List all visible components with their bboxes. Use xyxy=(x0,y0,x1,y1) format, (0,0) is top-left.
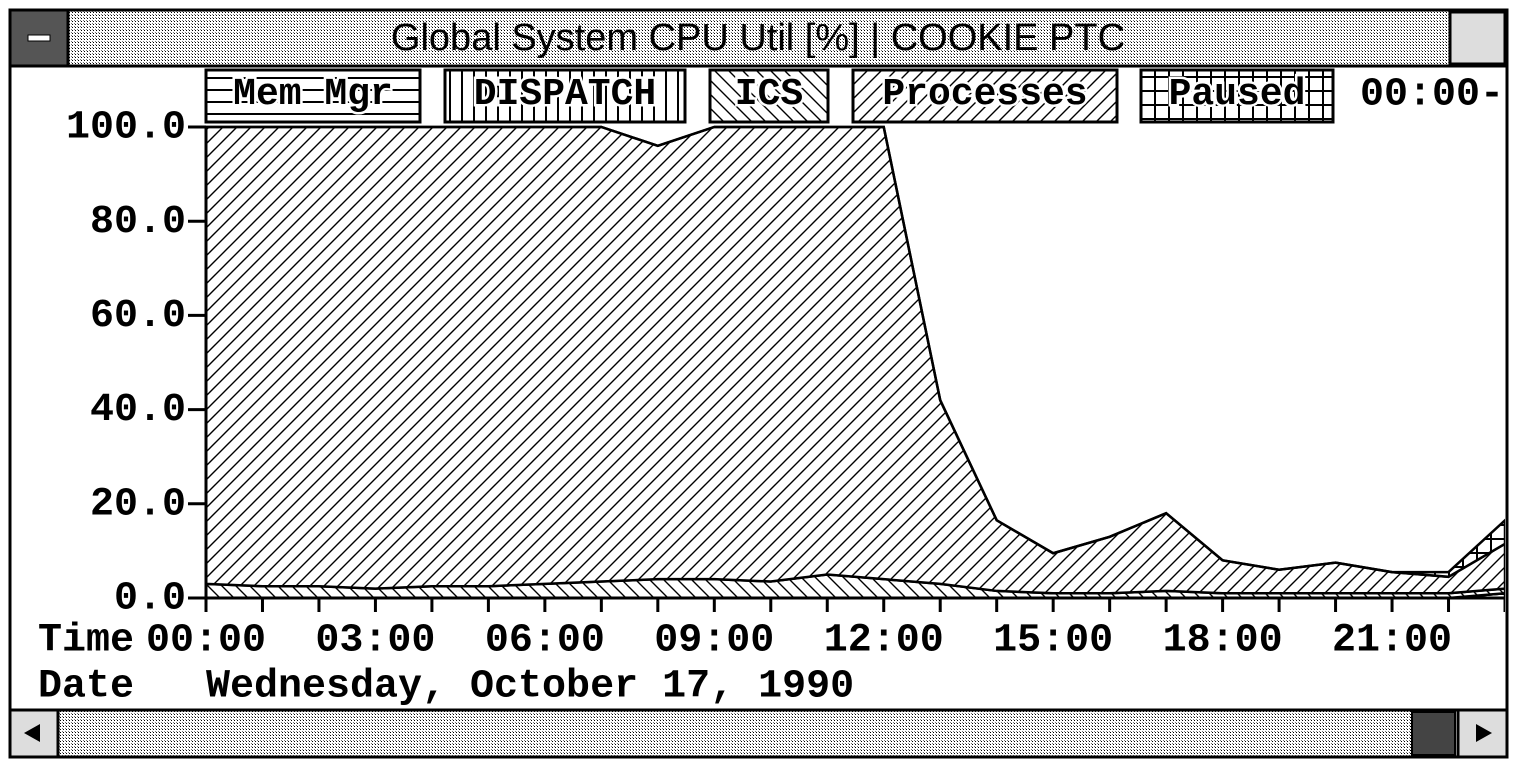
y-tick-label: 60.0 xyxy=(90,294,186,339)
legend-label: Processes xyxy=(882,73,1087,116)
system-menu-icon xyxy=(27,34,51,42)
time-range: 00:00-2 xyxy=(1360,73,1518,118)
scroll-thumb[interactable] xyxy=(1411,711,1456,756)
x-tick-label: 18:00 xyxy=(1163,619,1283,664)
legend-swatch xyxy=(708,68,830,124)
legend-label: Paused xyxy=(1169,73,1306,116)
y-tick-label: 40.0 xyxy=(90,388,186,433)
y-tick-label: 80.0 xyxy=(90,200,186,245)
title-bar xyxy=(8,8,1509,68)
date-value: Wednesday, October 17, 1990 xyxy=(206,665,854,710)
legend-swatch xyxy=(204,68,422,124)
x-tick-label: 09:00 xyxy=(654,619,774,664)
x-tick-label: 06:00 xyxy=(485,619,605,664)
x-tick-label: 12:00 xyxy=(824,619,944,664)
y-tick-label: 0.0 xyxy=(114,577,186,622)
area-grid xyxy=(206,125,1505,579)
scroll-right-arrow xyxy=(1476,724,1492,742)
x-tick-label: 00:00 xyxy=(146,619,266,664)
date-label: Date xyxy=(38,665,134,710)
legend-swatch xyxy=(851,68,1119,124)
legend-label: Mem Mgr xyxy=(233,73,393,116)
legend-label: ICS xyxy=(735,73,803,116)
scrollbar[interactable] xyxy=(8,708,1509,759)
window-title: Global System CPU Util [%] | COOKIE PTC xyxy=(391,17,1125,59)
chart: 0.0 20.0 40.0 60.0 80.0 100.0 00:00 03:00 06:00 0… xyxy=(38,68,1518,710)
x-axis-label: Time xyxy=(38,619,134,664)
x-tick-label: 15:00 xyxy=(993,619,1113,664)
legend-label: DISPATCH xyxy=(474,73,656,116)
y-tick-label: 100.0 xyxy=(66,106,186,151)
legend-swatch xyxy=(1139,68,1335,124)
legend-swatch xyxy=(443,68,687,124)
y-tick-label: 20.0 xyxy=(90,482,186,527)
x-tick-label: 21:00 xyxy=(1332,619,1452,664)
maximize-button[interactable] xyxy=(1448,10,1507,66)
x-tick-label: 03:00 xyxy=(315,619,435,664)
scroll-left-arrow xyxy=(24,724,40,742)
